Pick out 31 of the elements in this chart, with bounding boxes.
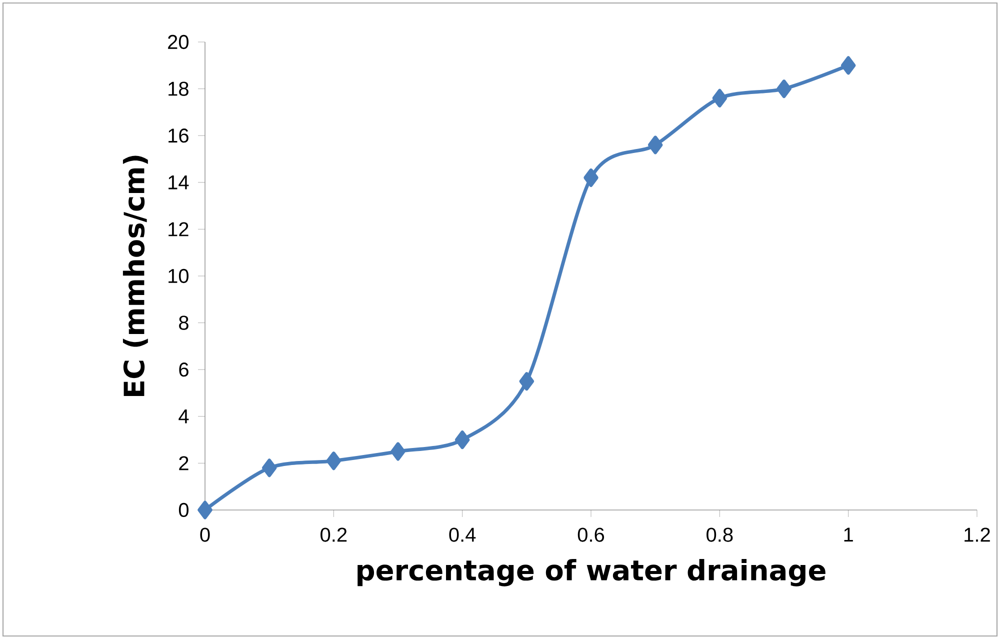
x-tick-label: 1 (844, 528, 853, 542)
point (198, 500, 212, 520)
x-axis-title: percentage of water drainage (358, 559, 826, 586)
x-tick-label: 0.2 (320, 528, 347, 542)
x-tick-label: 0 (200, 528, 210, 542)
x-tick-label: 0.4 (449, 528, 476, 542)
point (262, 458, 277, 478)
y-tick-label: 12 (168, 222, 188, 236)
point (326, 452, 342, 470)
point (648, 136, 663, 154)
y-tick-label: 14 (168, 176, 189, 190)
point (454, 430, 470, 450)
y-tick-label: 10 (168, 268, 188, 284)
y-tick-label: 0 (178, 502, 189, 518)
y-tick-label: 6 (179, 362, 188, 377)
x-tick-label: 0.6 (578, 528, 604, 542)
y-tick-label: 4 (178, 410, 189, 424)
point (776, 80, 792, 98)
point (519, 372, 534, 391)
point (390, 442, 406, 461)
x-tick-label: 1.2 (964, 528, 990, 542)
point (712, 88, 728, 108)
point (584, 168, 598, 187)
point (840, 56, 856, 75)
y-tick-label: 8 (179, 316, 188, 330)
y-axis-title: EC (mmhos/cm) (122, 156, 148, 396)
y-tick-label: 18 (168, 82, 188, 96)
y-tick-label: 2 (179, 456, 188, 470)
x-tick-label: 0.8 (706, 528, 733, 542)
y-tick-label: 20 (168, 34, 188, 50)
y-tick-label: 16 (168, 128, 188, 143)
